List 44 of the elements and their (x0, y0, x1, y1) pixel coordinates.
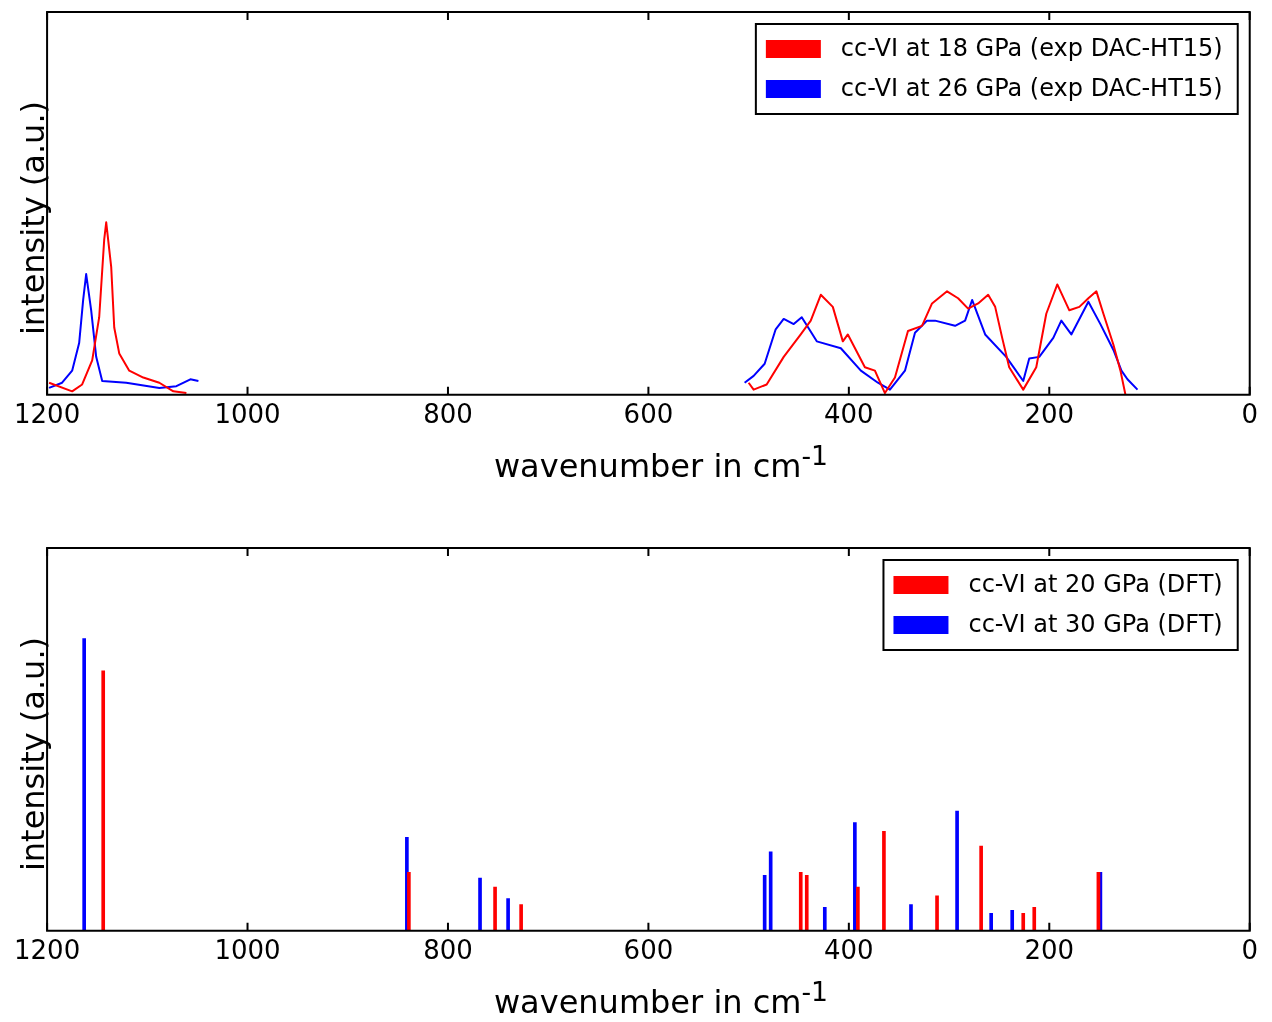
bar (909, 904, 913, 931)
x-tick-label: 600 (623, 935, 674, 966)
x-tick-label: 800 (423, 399, 473, 430)
x-tick-label: 400 (824, 399, 874, 430)
bar (935, 895, 939, 931)
x-tick-label: 200 (1024, 399, 1075, 430)
x-tick-label: 200 (1024, 935, 1075, 966)
x-tick-label: 1200 (14, 935, 81, 966)
bar (1010, 910, 1015, 931)
x-axis-title: wavenumber in cm$^{-1}$ (492, 439, 830, 486)
legend-label: cc-VI at 30 GPa (DFT) (968, 610, 1223, 639)
bar (82, 638, 86, 931)
x-tick-label: 1000 (214, 935, 281, 966)
x-tick-label: 0 (1241, 935, 1258, 966)
bar (1021, 912, 1026, 931)
bar (955, 810, 959, 931)
x-tick-label: 1000 (214, 399, 281, 430)
legend-label: cc-VI at 18 GPa (exp DAC-HT15) (840, 34, 1223, 63)
x-tick-label: 800 (423, 935, 473, 966)
bar (882, 831, 886, 931)
bar (853, 822, 857, 931)
bar (856, 886, 860, 931)
legend-label: cc-VI at 20 GPa (DFT) (968, 570, 1223, 599)
bar (804, 874, 809, 931)
x-axis-title: wavenumber in cm$^{-1}$ (492, 975, 830, 1022)
bar (493, 886, 497, 931)
bar (519, 904, 523, 931)
bar (506, 898, 510, 931)
y-axis-title: intensity (a.u.) (14, 100, 52, 336)
bar (407, 872, 411, 931)
bar (822, 907, 827, 931)
bar (101, 670, 106, 931)
x-tick-label: 600 (623, 399, 674, 430)
bar (989, 912, 993, 931)
x-tick-label: 400 (824, 935, 874, 966)
bar (768, 851, 773, 931)
y-axis-title: intensity (a.u.) (14, 636, 52, 872)
bar (478, 877, 482, 931)
x-tick-label: 0 (1241, 399, 1258, 430)
bar (1032, 907, 1037, 931)
bar (798, 872, 803, 931)
legend-label: cc-VI at 26 GPa (exp DAC-HT15) (840, 74, 1223, 103)
bar (979, 845, 983, 931)
x-tick-label: 1200 (14, 399, 81, 430)
